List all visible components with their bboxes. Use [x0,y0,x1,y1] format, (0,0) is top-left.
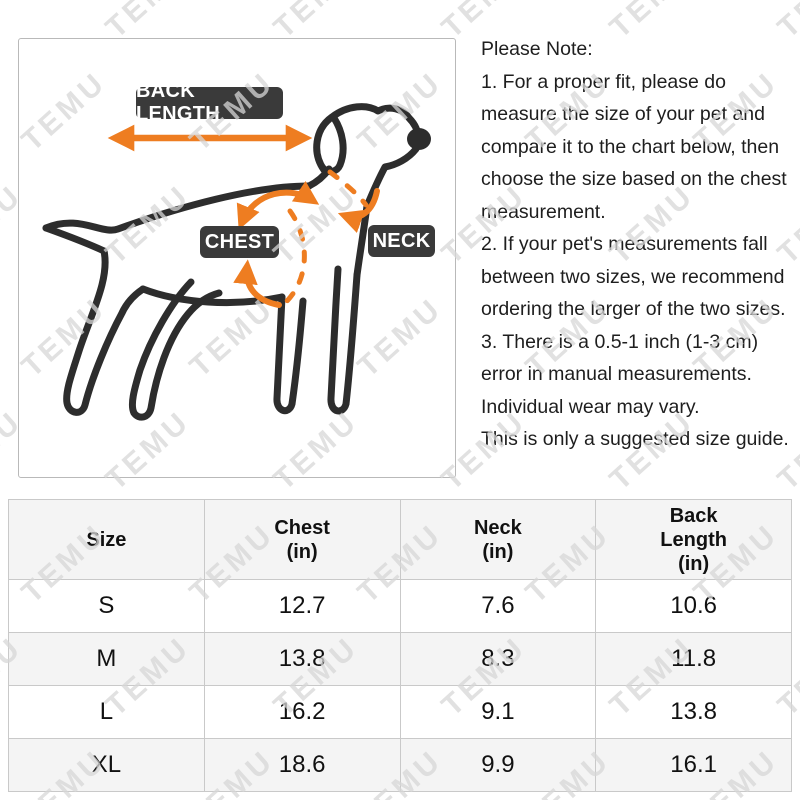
table-header-row: Size Chest (in) Neck (in) Back Length (i… [8,499,792,580]
measurement-diagram-panel: BACK LENGTH CHEST NECK [18,38,456,478]
col-header-back-length: Back Length (in) [595,499,792,580]
cell-chest: 13.8 [203,632,401,686]
cell-chest: 16.2 [203,685,401,739]
note-line: 2. If your pet's measurements fall [481,233,768,255]
cell-chest: 12.7 [203,579,401,633]
note-line: 1. For a proper fit, please do [481,70,726,93]
chest-dashed-line [282,208,307,306]
note-line: Individual wear may vary. [481,395,700,418]
cell-size: M [8,632,205,686]
note-line: Please Note: [481,38,593,60]
chest-girth-arrow-top [236,180,320,230]
size-chart-table: Size Chest (in) Neck (in) Back Length (i… [8,499,792,792]
chest-girth-arrow-bottom [233,259,282,308]
cell-neck: 9.9 [399,738,597,792]
back-length-label: BACK LENGTH [136,80,283,125]
note-line: This is only a suggested size guide. [481,428,789,450]
neck-label: NECK [368,225,435,257]
table-row-s: S 12.7 7.6 10.6 [8,579,792,633]
table-row-xl: XL 18.6 9.9 16.1 [8,738,792,792]
neck-girth-arrow [337,188,380,233]
cell-back-length: 11.8 [595,632,792,686]
chest-label: CHEST [200,226,279,258]
note-line: choose the size based on the chest [481,168,787,190]
col-header-neck: Neck (in) [399,499,597,580]
neck-dashed-line [327,169,369,208]
dog-line-art [42,103,431,421]
note-line: measure the size of your pet and [481,103,765,125]
cell-neck: 9.1 [399,685,597,739]
note-line: between two sizes, we recommend [481,265,785,288]
notes-block: Please Note: 1. For a proper fit, please… [481,33,800,456]
col-header-chest: Chest (in) [203,499,401,580]
note-line: ordering the larger of the two sizes. [481,298,786,320]
cell-size: L [8,685,205,739]
cell-size: S [8,579,205,633]
cell-chest: 18.6 [203,738,401,792]
cell-size: XL [8,738,205,792]
note-line: 3. There is a 0.5-1 inch (1-3 cm) [481,330,759,353]
cell-back-length: 16.1 [595,738,792,792]
note-line: measurement. [481,200,606,223]
dog-nose [407,128,431,150]
cell-back-length: 10.6 [595,579,792,633]
note-line: compare it to the chart below, then [481,135,780,158]
table-row-m: M 13.8 8.3 11.8 [8,632,792,686]
dog-outline [42,103,422,421]
cell-neck: 7.6 [399,579,597,633]
table-row-l: L 16.2 9.1 13.8 [8,685,792,739]
cell-back-length: 13.8 [595,685,792,739]
cell-neck: 8.3 [399,632,597,686]
col-header-size: Size [8,499,205,580]
note-line: error in manual measurements. [481,363,752,385]
